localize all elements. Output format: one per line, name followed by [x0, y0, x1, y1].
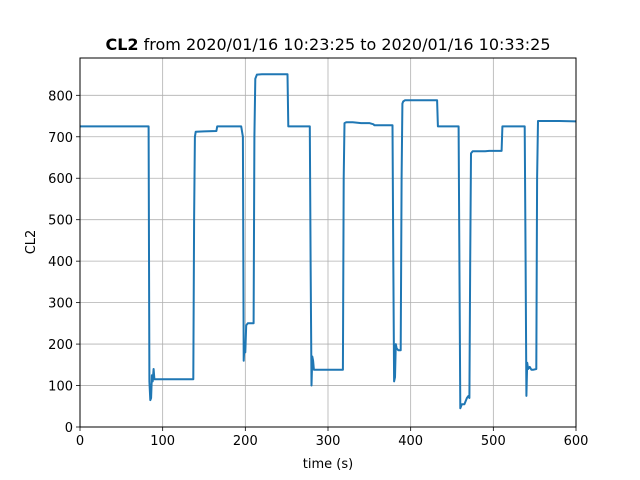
y-tick-label: 0 — [65, 421, 73, 436]
chart-title: CL2 from 2020/01/16 10:23:25 to 2020/01/… — [105, 35, 550, 54]
y-tick-label: 800 — [48, 89, 73, 104]
x-tick-label: 100 — [150, 434, 175, 449]
chart-title-rest: from 2020/01/16 10:23:25 to 2020/01/16 1… — [139, 35, 551, 54]
y-tick-label: 200 — [48, 338, 73, 353]
x-tick-label: 500 — [481, 434, 506, 449]
y-axis-label: CL2 — [24, 230, 39, 255]
y-axis: 0 100 200 300 400 500 600 700 800 — [48, 89, 80, 436]
x-tick-label: 200 — [233, 434, 258, 449]
chart-title-bold: CL2 — [105, 35, 138, 54]
y-tick-label: 400 — [48, 255, 73, 270]
x-tick-label: 400 — [398, 434, 423, 449]
x-axis: 0 100 200 300 400 500 600 — [76, 427, 589, 449]
x-tick-label: 300 — [316, 434, 341, 449]
x-axis-label: time (s) — [303, 457, 353, 472]
y-tick-label: 100 — [48, 380, 73, 395]
x-tick-label: 600 — [564, 434, 589, 449]
x-tick-label: 0 — [76, 434, 84, 449]
grid-lines — [79, 58, 577, 428]
y-tick-label: 700 — [48, 131, 73, 146]
y-tick-label: 300 — [48, 297, 73, 312]
y-tick-label: 500 — [48, 214, 73, 229]
y-tick-label: 600 — [48, 172, 73, 187]
series-line — [80, 73, 577, 410]
